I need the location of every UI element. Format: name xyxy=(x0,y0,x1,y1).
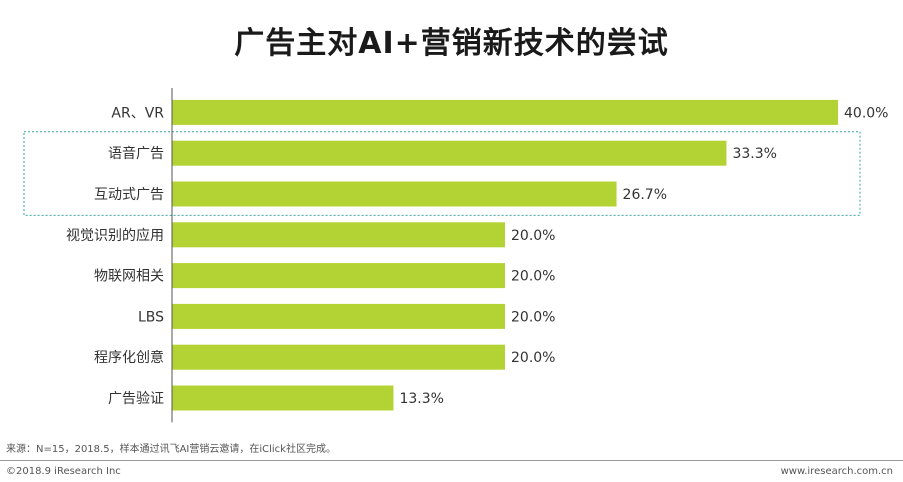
value-label-1: 33.3% xyxy=(732,146,776,162)
chart-title: 广告主对AI+营销新技术的尝试 xyxy=(234,26,669,61)
category-label-7: 广告验证 xyxy=(108,391,164,407)
value-label-3: 20.0% xyxy=(511,228,555,244)
bar-2 xyxy=(172,181,617,207)
copyright-text: ©2018.9 iResearch Inc xyxy=(6,466,121,477)
category-label-0: AR、VR xyxy=(111,105,164,121)
category-label-3: 视觉识别的应用 xyxy=(66,227,164,244)
category-label-2: 互动式广告 xyxy=(94,187,164,203)
bar-6 xyxy=(172,344,505,370)
bar-4 xyxy=(172,263,505,289)
value-label-7: 13.3% xyxy=(399,391,443,407)
highlight-box xyxy=(23,131,861,216)
footer-divider xyxy=(0,460,903,461)
bar-5 xyxy=(172,303,505,329)
category-label-5: LBS xyxy=(138,309,164,325)
category-label-4: 物联网相关 xyxy=(94,269,164,285)
category-label-6: 程序化创意 xyxy=(94,349,164,366)
website-url: www.iresearch.com.cn xyxy=(780,466,893,477)
source-note: 来源：N=15，2018.5，样本通过讯飞AI营销云邀请，在iClick社区完成… xyxy=(6,444,336,455)
category-label-1: 语音广告 xyxy=(108,145,164,162)
bar-1 xyxy=(172,140,727,166)
bar-7 xyxy=(172,385,394,411)
value-label-0: 40.0% xyxy=(844,105,888,121)
value-label-2: 26.7% xyxy=(623,187,667,203)
bar-3 xyxy=(172,222,505,248)
bar-0 xyxy=(172,99,838,125)
value-label-5: 20.0% xyxy=(511,309,555,325)
bar-chart: AR、VR 40.0% 语音广告 33.3% 互动式广告 26.7% 视觉识别的应用 20.0… xyxy=(23,88,888,423)
value-label-6: 20.0% xyxy=(511,350,555,366)
value-label-4: 20.0% xyxy=(511,269,555,285)
